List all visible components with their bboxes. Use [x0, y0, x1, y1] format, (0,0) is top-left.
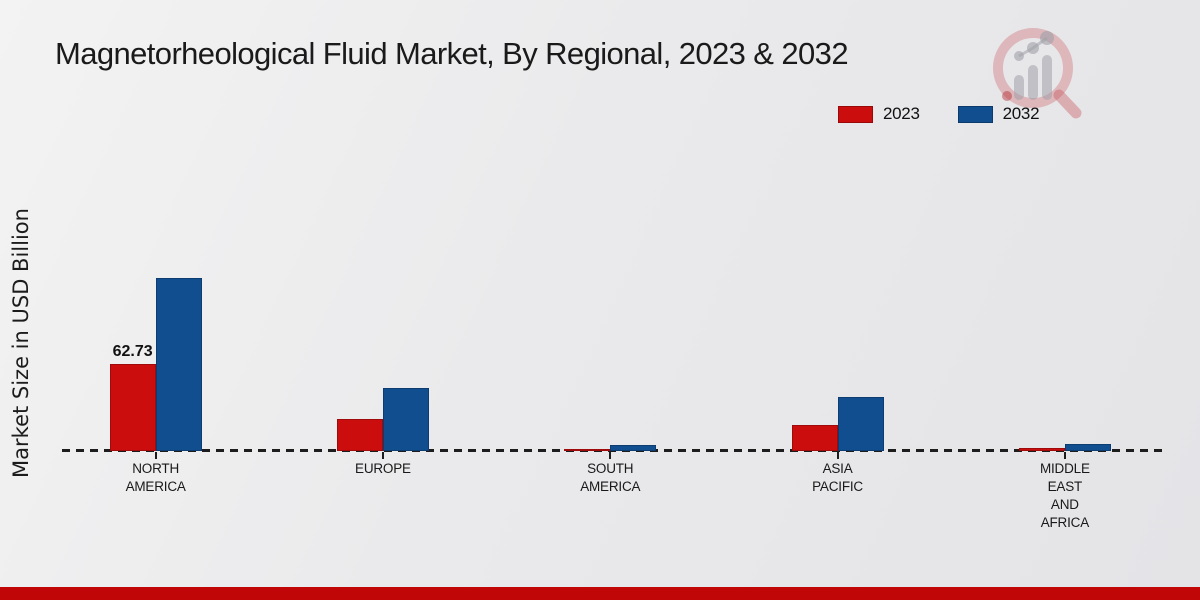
legend-swatch-2023	[838, 105, 873, 123]
legend-item-2023: 2023	[838, 104, 920, 124]
x-axis-category-label: NORTH AMERICA	[125, 461, 186, 494]
x-axis-category-label: ASIA PACIFIC	[812, 461, 863, 494]
legend-item-2032: 2032	[957, 104, 1040, 124]
x-axis-tick	[609, 452, 612, 459]
bar-2032-asia	[837, 397, 884, 451]
bar-2023-south	[564, 449, 611, 451]
bar-2023-asia	[791, 425, 838, 451]
bar-value-label: 62.73	[112, 343, 153, 360]
legend-label-2032: 2032	[1002, 104, 1040, 123]
x-axis-category-label: SOUTH AMERICA	[580, 461, 641, 494]
bar-2032-south	[610, 445, 657, 451]
x-axis-tick	[381, 452, 384, 459]
x-axis-tick	[1063, 452, 1066, 459]
legend-swatch-2032	[957, 105, 993, 123]
x-axis-category-label: MIDDLE EAST AND AFRICA	[1039, 461, 1090, 530]
bar-2023-europe	[336, 419, 383, 451]
magnifier-chart-logo-watermark	[993, 28, 1082, 119]
x-axis-tick	[836, 452, 839, 459]
bar-2032-middle	[1064, 444, 1111, 451]
bar-2023-middle	[1018, 448, 1065, 451]
bar-2032-europe	[382, 388, 429, 451]
bar-2023-north	[109, 364, 156, 451]
bar-2032-north	[155, 278, 202, 451]
chart-title: Magnetorheological Fluid Market, By Regi…	[55, 36, 849, 71]
legend: 2023 2032	[838, 104, 1040, 124]
x-axis-category-label: EUROPE	[355, 461, 411, 476]
footer-accent-bar	[0, 587, 1200, 600]
x-axis-tick	[154, 452, 157, 459]
legend-label-2023: 2023	[883, 104, 920, 123]
